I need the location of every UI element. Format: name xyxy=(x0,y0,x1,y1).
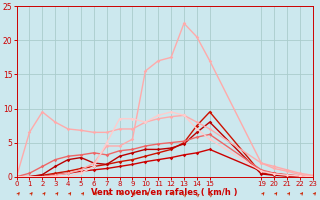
X-axis label: Vent moyen/en rafales ( km/h ): Vent moyen/en rafales ( km/h ) xyxy=(92,188,238,197)
